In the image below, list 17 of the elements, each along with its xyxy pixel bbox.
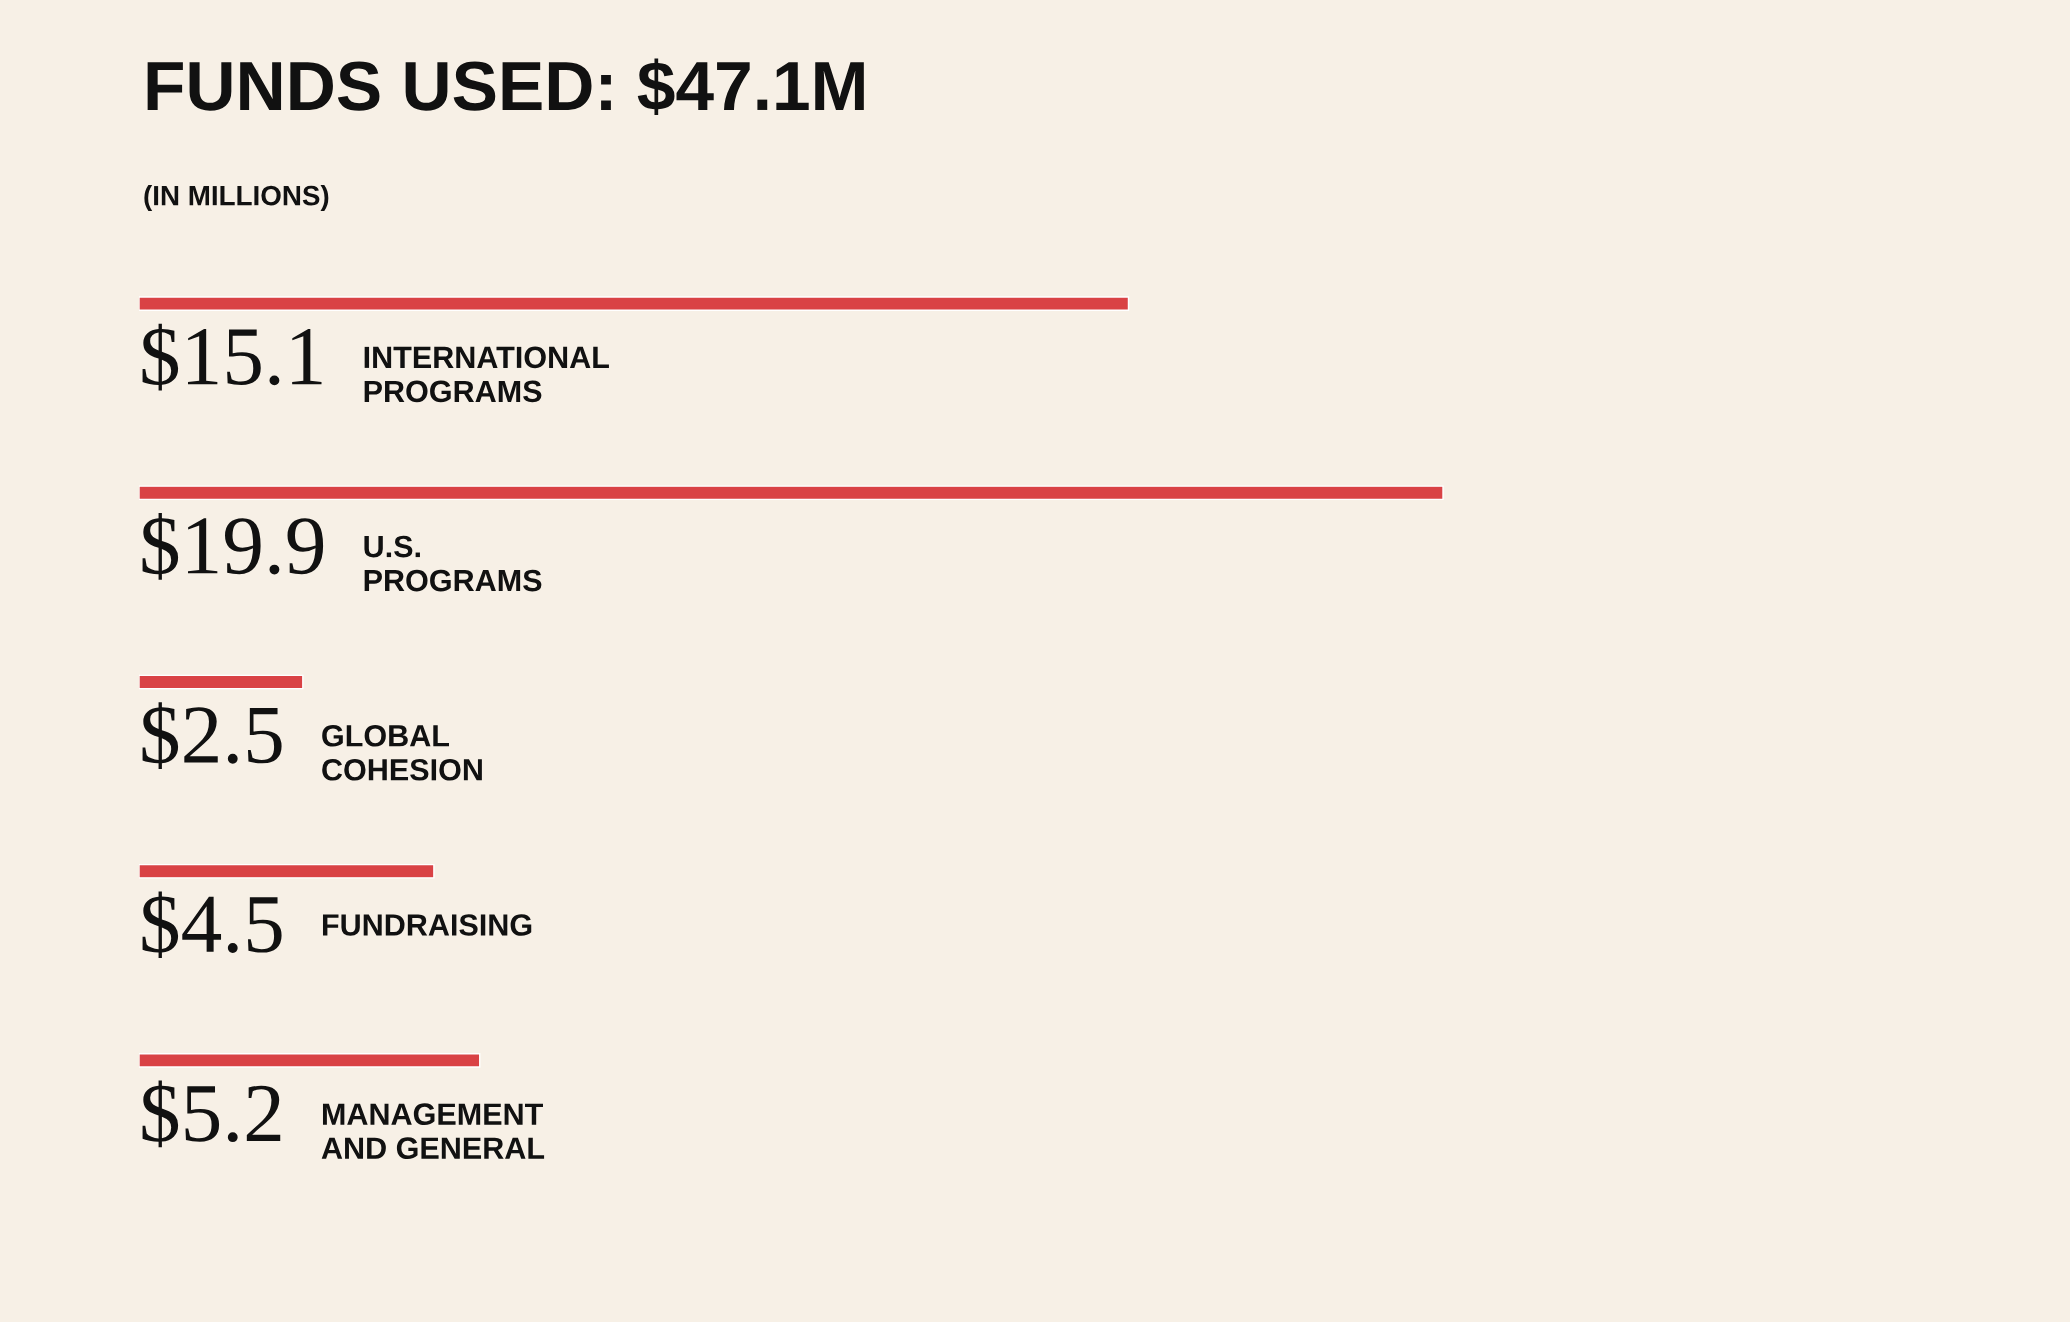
y-tick-label: U.S. PROGRAMS: [364, 535, 542, 592]
data-label: $5.2: [142, 1080, 281, 1148]
bar: [139, 1053, 481, 1068]
data-label: $15.1: [142, 323, 322, 391]
y-tick-label: MANAGEMENT AND GENERAL: [321, 1103, 545, 1160]
bar: [139, 485, 1444, 501]
y-tick-label: FUNDRAISING: [322, 914, 532, 936]
chart-subtitle: (IN MILLIONS): [144, 185, 329, 211]
data-label: $2.5: [142, 702, 282, 769]
y-tick-label: GLOBAL COHESION: [322, 724, 482, 781]
bar: [139, 674, 304, 690]
bar: [139, 296, 1130, 311]
bar: [139, 863, 435, 879]
y-tick-label: INTERNATIONAL PROGRAMS: [364, 346, 609, 403]
data-label: $4.5: [142, 891, 282, 959]
chart-title: FUNDS USED: $47.1M: [147, 58, 864, 116]
data-label: $19.9: [142, 512, 324, 580]
